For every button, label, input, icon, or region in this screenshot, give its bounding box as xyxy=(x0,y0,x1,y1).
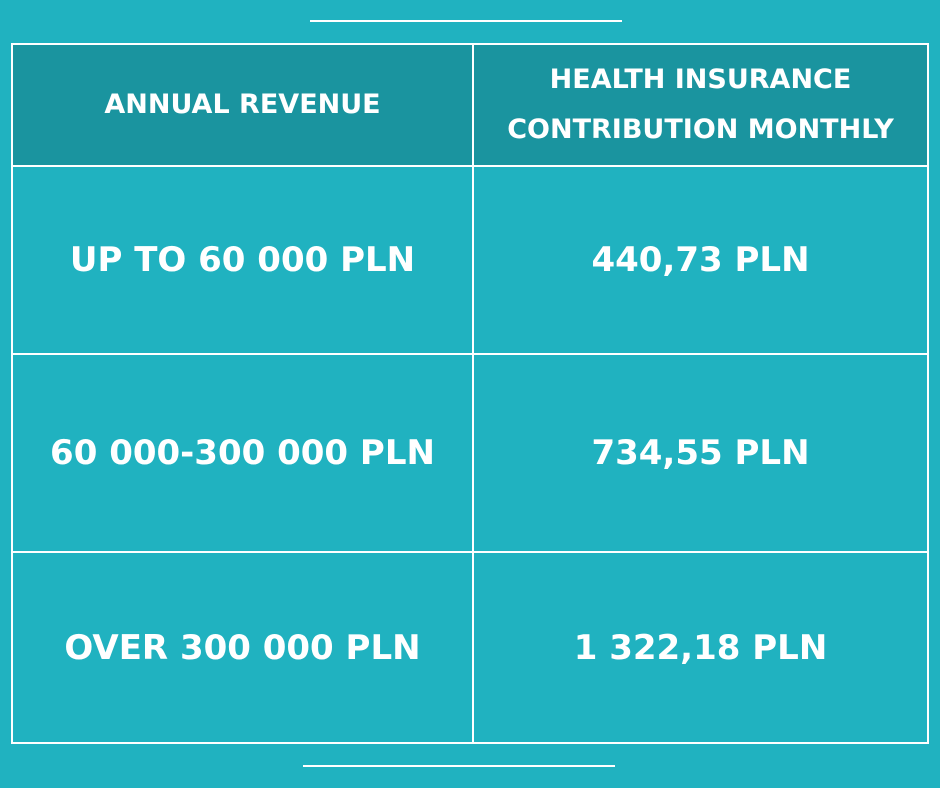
header-annual-revenue-label: ANNUAL REVENUE xyxy=(104,89,381,120)
table-row-1-contribution: 440,73 PLN xyxy=(474,167,927,353)
table-row-3-revenue: OVER 300 000 PLN xyxy=(13,553,472,742)
column-divider xyxy=(472,45,474,742)
header-annual-revenue: ANNUAL REVENUE xyxy=(13,45,472,165)
row-3-revenue-text: OVER 300 000 PLN xyxy=(64,627,421,668)
header-health-insurance-line1: HEALTH INSURANCE xyxy=(549,64,852,95)
row-3-contribution-text: 1 322,18 PLN xyxy=(573,627,828,668)
row-1-revenue-text: UP TO 60 000 PLN xyxy=(69,240,416,280)
row-2-contribution-text: 734,55 PLN xyxy=(591,433,810,473)
table-row-2-revenue: 60 000-300 000 PLN xyxy=(13,355,472,551)
row-1-contribution-text: 440,73 PLN xyxy=(591,240,810,280)
header-divider xyxy=(13,165,927,167)
header-health-insurance: HEALTH INSURANCE CONTRIBUTION MONTHLY xyxy=(474,45,927,165)
contribution-table: ANNUAL REVENUE HEALTH INSURANCE CONTRIBU… xyxy=(11,43,929,744)
table-row-3-contribution: 1 322,18 PLN xyxy=(474,553,927,742)
row-divider-1 xyxy=(13,353,927,355)
table-row-1-revenue: UP TO 60 000 PLN xyxy=(13,167,472,353)
header-health-insurance-line2: CONTRIBUTION MONTHLY xyxy=(507,114,894,145)
bottom-divider xyxy=(303,765,615,767)
row-2-revenue-text: 60 000-300 000 PLN xyxy=(50,433,435,473)
row-divider-2 xyxy=(13,551,927,553)
table-row-2-contribution: 734,55 PLN xyxy=(474,355,927,551)
top-divider xyxy=(310,20,622,22)
